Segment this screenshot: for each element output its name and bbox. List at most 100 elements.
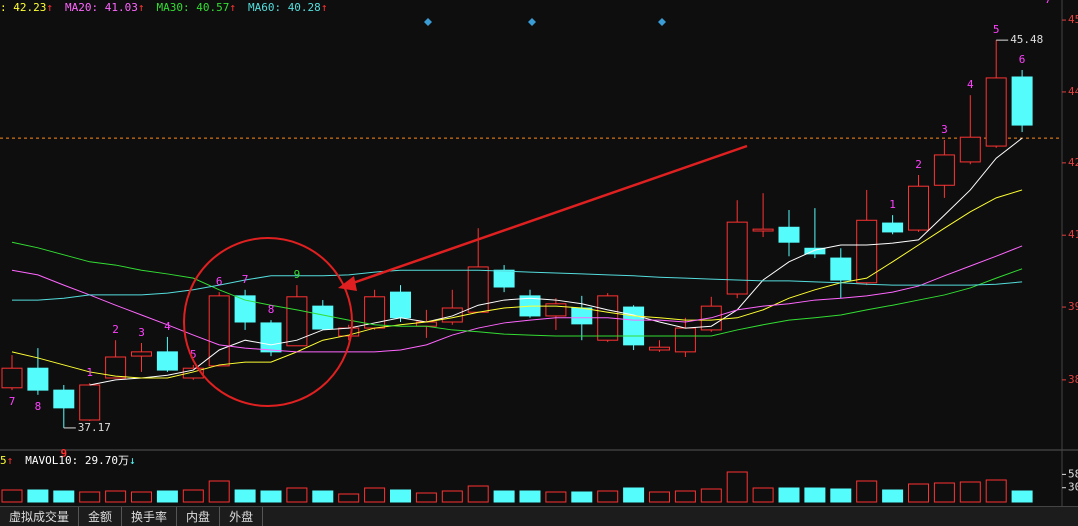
volume-bar bbox=[1011, 490, 1033, 503]
tab[interactable]: 金额 bbox=[79, 507, 123, 526]
chart: : 42.23 ↑ MA20: 41.03 ↑ MA30: 40.57 ↑ MA60: 40… bbox=[0, 0, 1078, 506]
legend-label: MA20: 41.03 bbox=[65, 1, 138, 14]
candle-body bbox=[105, 356, 127, 379]
sequence-label: 2 bbox=[915, 158, 922, 171]
sequence-label: 5 bbox=[993, 23, 1000, 36]
tab[interactable]: 虚拟成交量 bbox=[0, 507, 80, 526]
sequence-label: 2 bbox=[112, 323, 119, 336]
y-tick-label: 58 bbox=[1068, 467, 1078, 480]
y-tick-label: 39 bbox=[1068, 300, 1078, 313]
candle-body bbox=[545, 303, 567, 317]
candle-body bbox=[959, 136, 981, 163]
sequence-label: 8 bbox=[35, 400, 42, 413]
moving-average-line bbox=[11, 189, 1023, 379]
sequence-label: 3 bbox=[941, 123, 948, 136]
candle-body bbox=[778, 226, 800, 243]
event-diamond bbox=[658, 18, 666, 26]
sequence-label: 9 bbox=[294, 268, 301, 281]
legend-arrow: ↑ bbox=[46, 1, 53, 14]
volume-bar bbox=[338, 493, 360, 503]
moving-average-line bbox=[11, 245, 1023, 353]
y-tick-label: 38 bbox=[1068, 373, 1078, 386]
volume-bar bbox=[597, 490, 619, 503]
y-tick-label: 42 bbox=[1068, 156, 1078, 169]
sequence-label: 9 bbox=[60, 447, 67, 460]
volume-bar bbox=[752, 487, 774, 503]
volume-bar bbox=[700, 488, 722, 503]
volume-bar bbox=[778, 487, 800, 503]
y-tick-label: 44 bbox=[1068, 85, 1078, 98]
sequence-label: 3 bbox=[138, 326, 145, 339]
candle-body bbox=[908, 185, 929, 231]
legend-arrow: ↑ bbox=[138, 1, 145, 14]
candle-body bbox=[882, 222, 904, 233]
volume-bar bbox=[959, 481, 981, 503]
candle-body bbox=[674, 327, 696, 353]
candle-body bbox=[1011, 76, 1033, 126]
high-label: 45.48 bbox=[1010, 33, 1043, 46]
volume-bar bbox=[105, 490, 127, 503]
volume-bar bbox=[441, 490, 463, 503]
event-diamond bbox=[528, 18, 536, 26]
volume-bar bbox=[390, 489, 411, 503]
legend-label: 5 bbox=[0, 454, 7, 467]
event-markers bbox=[424, 18, 666, 26]
legend-label: MA30: 40.57 bbox=[156, 1, 229, 14]
volume-bar bbox=[571, 491, 593, 503]
volume-bar bbox=[908, 483, 929, 503]
candle-body bbox=[27, 367, 49, 391]
volume-bar bbox=[27, 489, 49, 503]
sequence-label: 7 bbox=[1045, 0, 1052, 6]
volume-bar bbox=[545, 491, 567, 503]
candle-body bbox=[131, 351, 152, 357]
moving-average-line bbox=[11, 241, 1023, 337]
legend-arrow: ↓ bbox=[129, 454, 136, 467]
volume-bar bbox=[674, 490, 696, 503]
volume-bar bbox=[415, 492, 437, 503]
volume-bar bbox=[467, 485, 489, 503]
volume-bar bbox=[856, 480, 878, 503]
candle-body bbox=[985, 77, 1007, 147]
volume-bar bbox=[649, 491, 670, 503]
volume-bar bbox=[493, 490, 515, 503]
candle-body bbox=[726, 221, 748, 295]
candle-body bbox=[804, 247, 826, 255]
volume-bar bbox=[156, 490, 178, 503]
candle-body bbox=[493, 269, 515, 288]
sequence-label: 4 bbox=[164, 320, 171, 333]
candle-body bbox=[649, 346, 670, 351]
candle-body bbox=[752, 228, 774, 232]
volume-bar bbox=[53, 490, 75, 503]
tab[interactable]: 换手率 bbox=[122, 507, 178, 526]
candle-body bbox=[856, 219, 878, 284]
volume-bar bbox=[312, 490, 334, 503]
sequence-label: 8 bbox=[268, 303, 275, 316]
volume-bar bbox=[208, 480, 230, 503]
legend-label: MA60: 40.28 bbox=[248, 1, 321, 14]
volume-bar bbox=[985, 479, 1007, 503]
sequence-label: 1 bbox=[86, 366, 93, 379]
candle-body bbox=[623, 306, 645, 346]
low-label: 37.17 bbox=[78, 421, 111, 434]
candle-body bbox=[156, 351, 178, 371]
tab[interactable]: 外盘 bbox=[220, 507, 264, 526]
y-tick-label: 41 bbox=[1068, 228, 1078, 241]
volume-bar bbox=[131, 491, 152, 503]
y-tick-label: 45 bbox=[1068, 13, 1078, 26]
legend-arrow: ↑ bbox=[229, 1, 236, 14]
sequence-label: 7 bbox=[9, 395, 16, 408]
candle-body bbox=[79, 384, 101, 421]
candle-body bbox=[933, 154, 955, 186]
volume-bar bbox=[623, 487, 645, 503]
volume-bar bbox=[1, 489, 23, 503]
tab-bar: 虚拟成交量 金额 换手率 内盘 外盘 bbox=[0, 506, 1078, 526]
sequence-label: 1 bbox=[889, 198, 896, 211]
candle-body bbox=[390, 291, 411, 319]
volume-bar bbox=[804, 487, 826, 503]
tab[interactable]: 内盘 bbox=[177, 507, 221, 526]
volume-bar bbox=[182, 489, 204, 503]
volume-bar bbox=[364, 487, 386, 503]
candle-body bbox=[441, 307, 463, 323]
event-diamond bbox=[424, 18, 432, 26]
